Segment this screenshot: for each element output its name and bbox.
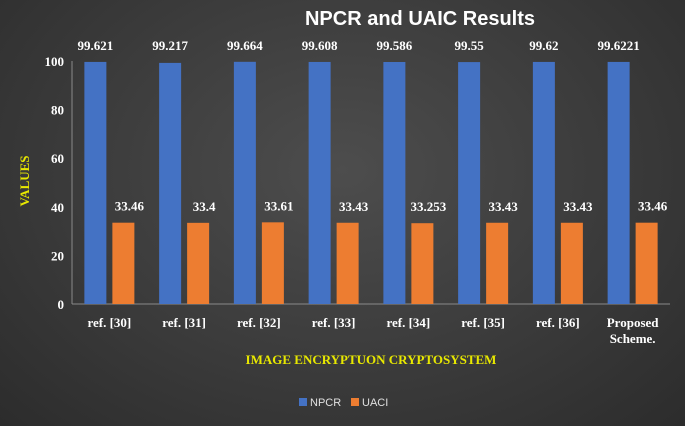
npcr-data-label: 99.6221: [598, 38, 640, 53]
npcr-bar: [233, 61, 256, 304]
category-label: ref. [31]: [162, 315, 206, 330]
npcr-bar: [159, 62, 182, 304]
y-tick-label: 80: [51, 103, 64, 118]
category-label: ref. [30]: [87, 315, 131, 330]
npcr-bar: [532, 61, 555, 304]
npcr-bar: [308, 61, 331, 304]
uaci-data-label: 33.253: [411, 199, 447, 214]
npcr-bar: [458, 62, 481, 304]
chart-title: NPCR and UAIC Results: [305, 8, 535, 30]
uaci-bar: [635, 222, 658, 304]
uaci-bar: [336, 222, 359, 304]
npcr-data-label: 99.608: [302, 38, 338, 53]
npcr-legend-label: NPCR: [310, 397, 341, 409]
npcr-data-label: 99.62: [529, 38, 558, 53]
y-tick-label: 40: [51, 200, 64, 215]
y-tick-label: 60: [51, 151, 64, 166]
npcr-data-label: 99.621: [78, 38, 114, 53]
uaci-bar: [261, 222, 284, 304]
npcr-data-label: 99.217: [152, 38, 188, 53]
y-tick-labels: 0 20 40 60 80 100: [45, 54, 65, 312]
uaci-bar: [112, 222, 135, 304]
uaci-data-label: 33.46: [638, 199, 668, 214]
category-labels: ref. [30] ref. [31] ref. [32] ref. [33] ref.…: [87, 315, 659, 346]
category-label: ref. [34]: [386, 315, 430, 330]
y-axis-label: VALUES: [17, 155, 32, 206]
category-label: ref. [36]: [536, 315, 580, 330]
uaci-data-label: 33.43: [339, 199, 369, 214]
y-tick-label: 100: [45, 54, 65, 69]
uaci-bar: [411, 223, 434, 304]
bars: [84, 61, 658, 305]
uaci-legend-label: UACI: [362, 397, 388, 409]
uaci-data-label: 33.43: [563, 199, 593, 214]
uaci-data-label: 33.43: [489, 199, 519, 214]
npcr-data-label: 99.55: [455, 38, 485, 53]
uaci-data-label: 33.4: [193, 199, 216, 214]
npcr-legend-swatch: [299, 398, 307, 406]
y-tick-label: 0: [58, 297, 65, 312]
uaci-legend-swatch: [351, 398, 359, 406]
category-label: Proposed Scheme.: [607, 315, 660, 346]
y-tick-label: 20: [51, 248, 64, 263]
category-label: ref. [32]: [237, 315, 281, 330]
uaci-bar: [187, 222, 210, 304]
npcr-bar: [84, 61, 107, 304]
category-label: ref. [35]: [461, 315, 505, 330]
legend: NPCR UACI: [299, 397, 388, 409]
uaci-data-label: 33.46: [115, 199, 145, 214]
npcr-bar: [607, 61, 630, 304]
uaci-data-label: 33.61: [264, 198, 293, 213]
npcr-bar: [383, 62, 406, 305]
npcr-data-label: 99.586: [377, 38, 413, 53]
data-labels: 99.621 33.46 99.217 33.4 99.664 33.61 99.608 33…: [78, 38, 668, 214]
x-axis-label: IMAGE ENCRYPTUON CRYPTOSYSTEM: [246, 352, 497, 367]
uaci-bar: [486, 222, 509, 304]
category-label: ref. [33]: [312, 315, 356, 330]
uaci-bar: [560, 222, 583, 304]
npcr-data-label: 99.664: [227, 38, 263, 53]
